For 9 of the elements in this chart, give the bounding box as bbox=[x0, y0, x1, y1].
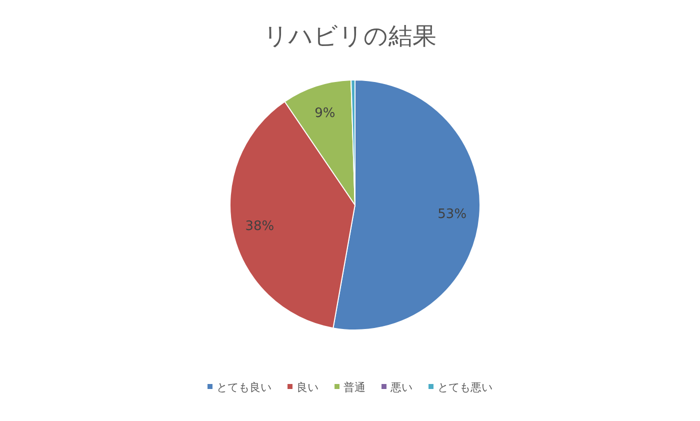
chart-title: リハビリの結果 bbox=[264, 22, 436, 50]
legend-label: 良い bbox=[296, 381, 318, 394]
legend-label: とても悪い bbox=[438, 381, 492, 394]
data-label: 53% bbox=[438, 207, 467, 222]
legend-label: 普通 bbox=[344, 381, 366, 394]
legend-label: とても良い bbox=[216, 381, 272, 394]
legend-label: 悪い bbox=[390, 381, 412, 394]
data-label: 38% bbox=[245, 218, 274, 234]
data-label: 9% bbox=[314, 106, 336, 121]
